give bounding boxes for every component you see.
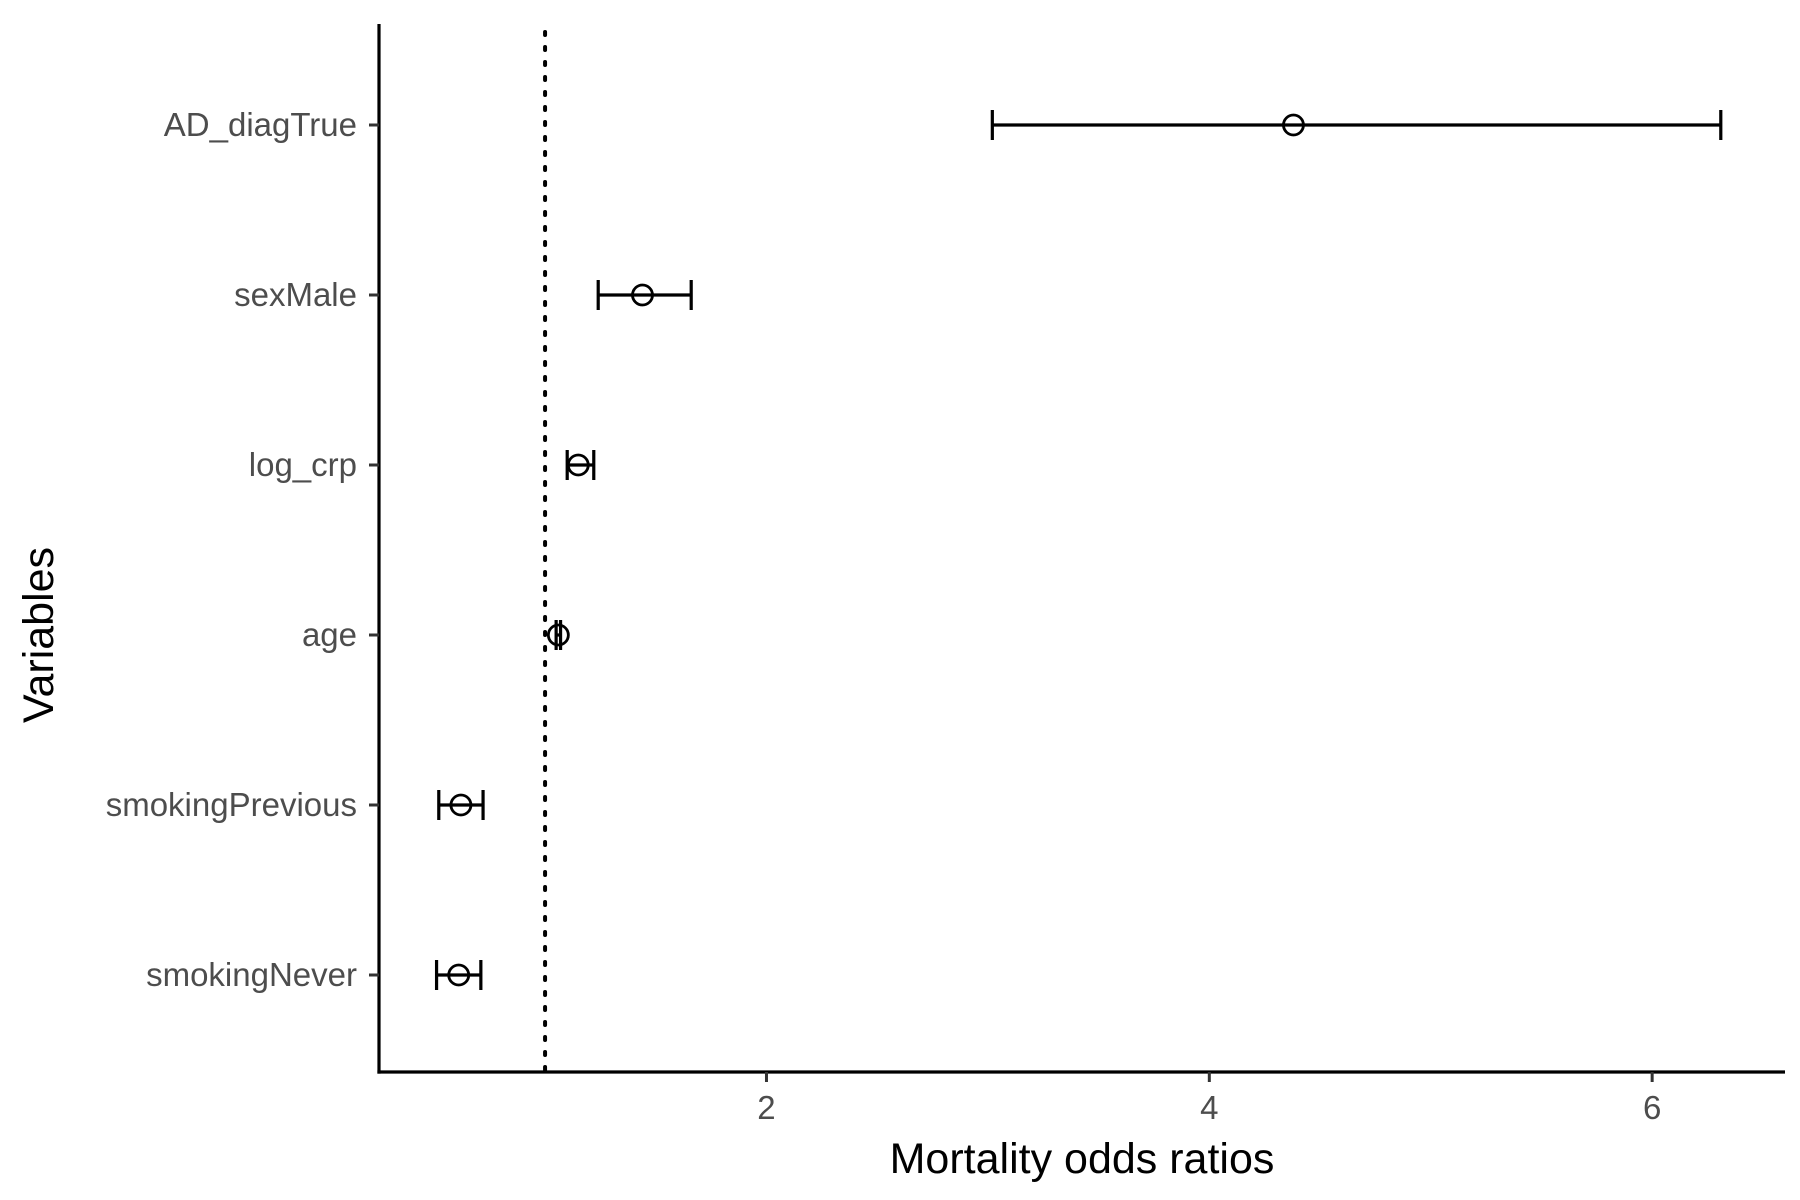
y-tick-label: AD_diagTrue [164, 106, 357, 143]
estimate-point [1282, 113, 1305, 137]
x-tick-label: 2 [757, 1089, 775, 1126]
x-axis-title: Mortality odds ratios [890, 1135, 1275, 1183]
y-axis-title: Variables [15, 547, 63, 723]
y-tick-label: age [302, 616, 357, 653]
estimate-point [566, 453, 590, 477]
estimate-point [447, 963, 471, 987]
estimate-point [546, 623, 570, 647]
y-tick-label: smokingNever [146, 956, 357, 993]
estimate-point [631, 283, 654, 307]
y-tick-label: sexMale [234, 276, 357, 313]
y-tick-label: smokingPrevious [106, 786, 357, 823]
x-tick-label: 6 [1643, 1089, 1661, 1126]
y-tick-label: log_crp [249, 446, 357, 483]
estimate-point [449, 793, 473, 817]
x-tick-label: 4 [1200, 1089, 1218, 1126]
